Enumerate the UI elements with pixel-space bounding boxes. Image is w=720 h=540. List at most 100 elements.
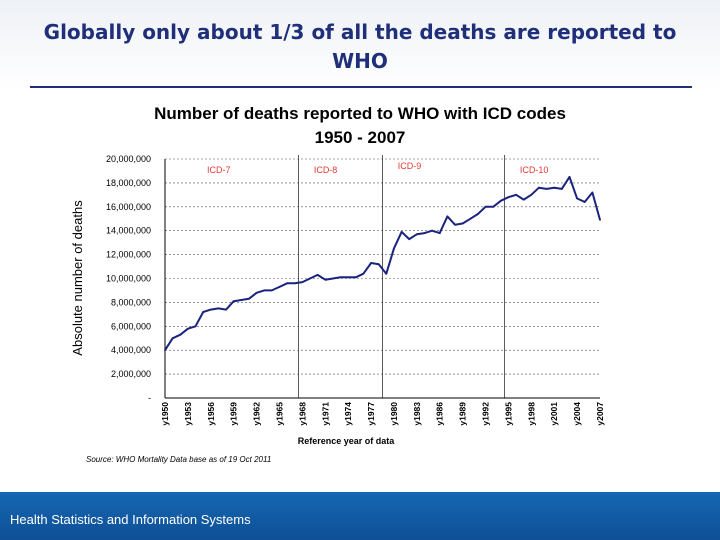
- x-tick-label: y1962: [252, 402, 262, 426]
- data-point: [553, 186, 556, 189]
- data-point: [492, 205, 495, 208]
- y-tick-label: 2,000,000: [111, 369, 151, 379]
- icd-label: ICD-9: [398, 161, 422, 171]
- data-point: [225, 308, 228, 311]
- x-tick-label: y1986: [435, 402, 445, 426]
- data-point: [377, 263, 380, 266]
- deaths-line-chart: Number of deaths reported to WHO with IC…: [70, 104, 605, 464]
- data-point: [278, 286, 281, 288]
- source-note: Source: WHO Mortality Data base as of 19…: [86, 455, 271, 464]
- y-tick-label: 10,000,000: [106, 274, 151, 284]
- data-point: [408, 238, 411, 241]
- x-tick-label: y1953: [183, 402, 193, 426]
- data-point: [301, 281, 304, 283]
- data-point: [385, 272, 388, 275]
- data-point: [370, 262, 372, 264]
- data-point: [568, 176, 571, 178]
- data-point: [400, 231, 403, 233]
- x-tick-label: y1971: [320, 402, 330, 426]
- data-point: [591, 191, 594, 194]
- data-point: [393, 247, 395, 250]
- data-point: [484, 205, 487, 208]
- x-axis-label: Reference year of data: [298, 436, 396, 446]
- title-divider: [30, 86, 692, 88]
- y-tick-label: 8,000,000: [111, 297, 151, 307]
- axes: - 2,000,000 4,000,000 6,000,000 8,000,000 10,…: [106, 154, 605, 426]
- data-point: [179, 333, 182, 336]
- icd-label: ICD-7: [207, 165, 231, 175]
- y-tick-label: 12,000,000: [106, 250, 151, 260]
- data-point: [232, 300, 235, 303]
- data-point: [446, 215, 449, 218]
- data-point: [339, 276, 342, 279]
- x-tick-label: y1968: [297, 402, 307, 426]
- data-point: [354, 276, 357, 279]
- footer-bar: Health Statistics and Information System…: [0, 492, 720, 540]
- data-point: [362, 272, 365, 275]
- data-point: [560, 188, 563, 190]
- data-point: [293, 282, 296, 285]
- x-tick-label: y1956: [206, 402, 216, 426]
- data-point: [583, 201, 586, 203]
- data-point: [431, 229, 433, 232]
- data-point: [194, 325, 197, 328]
- data-point: [469, 217, 472, 220]
- footer-text: Health Statistics and Information System…: [10, 512, 251, 527]
- data-point: [438, 232, 441, 235]
- y-tick-label: 4,000,000: [111, 345, 151, 355]
- data-point: [270, 289, 273, 292]
- data-point: [423, 232, 426, 235]
- x-tick-label: y1965: [274, 402, 284, 426]
- data-point: [164, 349, 166, 352]
- data-point: [240, 299, 243, 301]
- icd-label: ICD-8: [314, 165, 338, 175]
- x-tick-label: y2004: [572, 402, 582, 426]
- chart-panel: Number of deaths reported to WHO with IC…: [30, 88, 692, 492]
- data-point: [515, 193, 517, 196]
- data-point: [263, 289, 266, 292]
- x-tick-label: y1959: [229, 402, 239, 426]
- data-point: [217, 307, 220, 310]
- data-point: [324, 278, 327, 281]
- x-tick-label: y2007: [595, 402, 605, 426]
- data-point: [499, 199, 502, 202]
- data-point: [202, 311, 205, 313]
- data-point: [538, 186, 540, 189]
- data-point: [187, 327, 189, 330]
- series-layer: [164, 175, 601, 352]
- data-point: [347, 276, 350, 279]
- data-point: [576, 197, 578, 200]
- data-point: [599, 219, 601, 221]
- x-tick-label: y1995: [503, 402, 513, 426]
- x-tick-label: y1974: [343, 402, 353, 426]
- x-tick-label: y1998: [526, 402, 536, 426]
- data-point: [461, 222, 464, 225]
- data-point: [415, 233, 418, 236]
- data-point: [332, 277, 334, 280]
- x-tick-label: y1983: [412, 402, 422, 426]
- chart-subtitle: 1950 - 2007: [315, 128, 406, 147]
- x-tick-label: y1980: [389, 402, 399, 426]
- y-tick-label: 16,000,000: [106, 202, 151, 212]
- data-point: [316, 274, 319, 276]
- data-point: [545, 188, 548, 190]
- data-point: [255, 291, 258, 294]
- y-axis-label: Absolute number of deaths: [70, 200, 85, 356]
- chart-title: Number of deaths reported to WHO with IC…: [154, 104, 566, 123]
- y-tick-label: 14,000,000: [106, 226, 151, 236]
- data-point: [248, 297, 250, 300]
- icd-label: ICD-10: [520, 165, 549, 175]
- x-tick-label: y1989: [458, 402, 468, 426]
- y-tick-label: 18,000,000: [106, 178, 151, 188]
- icd-periods: ICD-7 ICD-8 ICD-9 ICD-10: [207, 155, 548, 398]
- data-point: [454, 223, 456, 226]
- x-tick-label: y1992: [481, 402, 491, 426]
- x-tick-label: y1977: [366, 402, 376, 426]
- data-point: [522, 198, 525, 201]
- data-point: [209, 308, 212, 311]
- data-point: [171, 337, 174, 340]
- slide-title: Globally only about 1/3 of all the death…: [43, 20, 677, 73]
- y-tick-label: 6,000,000: [111, 321, 151, 331]
- deaths-series-line: [164, 175, 601, 351]
- y-tick-label: -: [148, 393, 151, 403]
